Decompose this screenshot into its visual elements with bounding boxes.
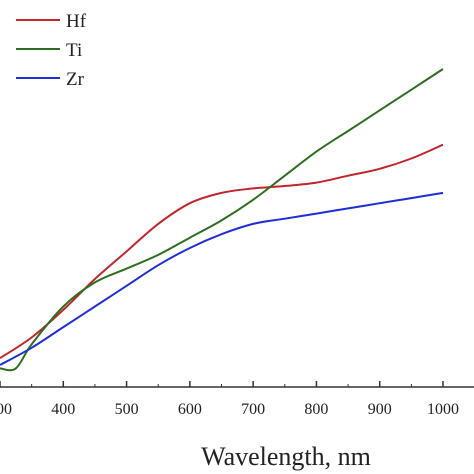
legend-label-ti: Ti [66, 40, 82, 61]
x-tick-label: 700 [241, 401, 265, 418]
x-tick-label: 500 [115, 401, 139, 418]
legend-label-zr: Zr [66, 69, 85, 90]
x-axis: 300 400 500 600 700 800 900 1000 [0, 381, 474, 418]
series-line-zr [0, 191, 444, 366]
x-tick-label: 600 [178, 401, 202, 418]
legend-label-hf: Hf [66, 11, 87, 32]
x-tick-label: 1000 [427, 401, 459, 418]
x-axis-title: Wavelength, nm [201, 442, 371, 471]
series-line-ti [0, 68, 444, 372]
x-tick-label: 800 [304, 401, 328, 418]
x-tick-label: 300 [0, 401, 12, 418]
legend: Hf Ti Zr [16, 11, 87, 90]
x-tick-label: 900 [368, 401, 392, 418]
x-tick-label: 400 [51, 401, 75, 418]
series-line-hf [0, 143, 444, 359]
series-layer [0, 68, 444, 372]
